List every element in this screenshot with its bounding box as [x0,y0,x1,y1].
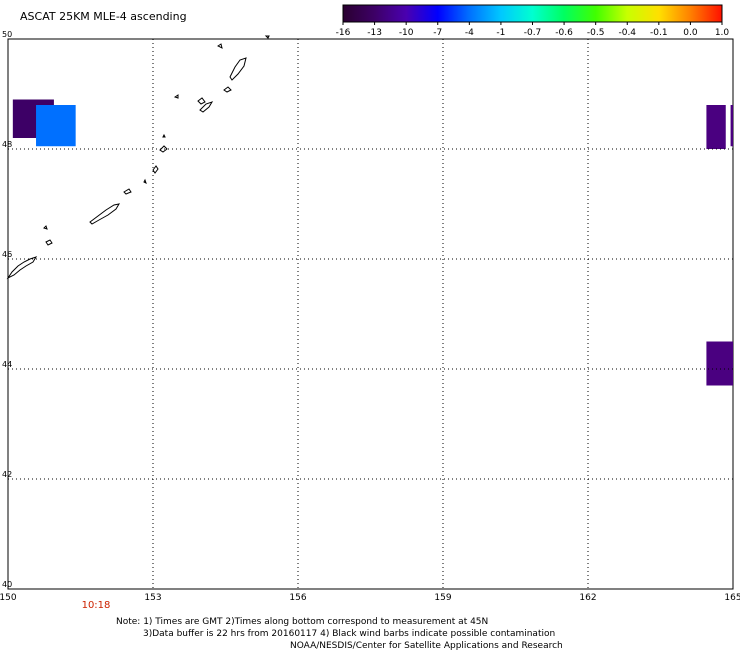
coastline-segment [197,97,206,105]
swath-block [36,105,76,147]
coastline-segment [162,133,166,138]
coastlines [6,35,270,280]
lat-tick-label: 48 [2,140,12,149]
coastline-segment [6,256,38,280]
lon-tick-label: 153 [144,593,161,603]
swath-blocks [12,99,733,386]
colorbar-label: -0.1 [650,28,668,38]
plot-frame [7,38,734,590]
colorbar-label: -0.6 [555,28,573,38]
swath-block [706,105,726,149]
colorbar-label: -1 [496,28,505,38]
coastline-segment [45,239,53,246]
coastline-segment [123,188,132,195]
colorbar-gradient [342,4,723,23]
note-line-1: Note: 1) Times are GMT 2)Times along bot… [116,617,488,627]
lat-tick-label: 44 [2,360,12,369]
coastline-segment [159,145,168,153]
coastline-segment [199,101,214,113]
lon-tick-label: 159 [434,593,451,603]
colorbar-label: -0.4 [618,28,636,38]
colorbar-label: -4 [465,28,474,38]
swath-block [730,105,733,147]
colorbar-label: -0.7 [524,28,542,38]
coastline-segment [173,94,179,99]
coastline-segment [223,86,232,93]
map-title: ASCAT 25KM MLE-4 ascending [20,10,187,23]
colorbar-label: 0.0 [683,28,698,38]
lon-tick-label: 162 [579,593,596,603]
coastline-segment [152,165,159,174]
coastline-segment [229,57,247,81]
plot-area [6,35,734,590]
time-label: 10:18 [82,600,111,611]
coastline-segment [143,178,147,184]
lon-tick-label: 150 [0,593,17,603]
grid-lines [8,39,733,589]
colorbar-label: -13 [367,28,382,38]
note-line-3: NOAA/NESDIS/Center for Satellite Applica… [290,641,563,650]
swath-block [706,341,733,386]
lat-tick-label: 46 [2,250,12,259]
coastline-segment [264,35,270,39]
colorbar-label: -10 [399,28,414,38]
lat-tick-label: 42 [2,470,12,479]
colorbar-label: -16 [336,28,351,38]
lat-axis-labels: 50 48 46 44 42 40 [2,30,12,589]
colorbar-label: 1.0 [715,28,730,38]
lat-tick-label: 40 [2,580,12,589]
coastline-segment [89,203,121,225]
lon-tick-label: 165 [724,593,740,603]
colorbar: -16 -13 -10 -7 -4 -1 -0.7 -0.6 -0.5 -0.4 -0.1 0.0 1.… [336,4,730,38]
colorbar-label: -0.5 [587,28,605,38]
colorbar-label: -7 [433,28,442,38]
lat-tick-label: 50 [2,30,12,39]
note-line-2: 3)Data buffer is 22 hrs from 20160117 4)… [143,629,555,639]
coastline-segment [43,225,48,230]
coastline-segment [217,43,223,49]
lon-axis-labels: 150 153 156 159 162 165 [0,593,740,603]
lon-tick-label: 156 [289,593,306,603]
